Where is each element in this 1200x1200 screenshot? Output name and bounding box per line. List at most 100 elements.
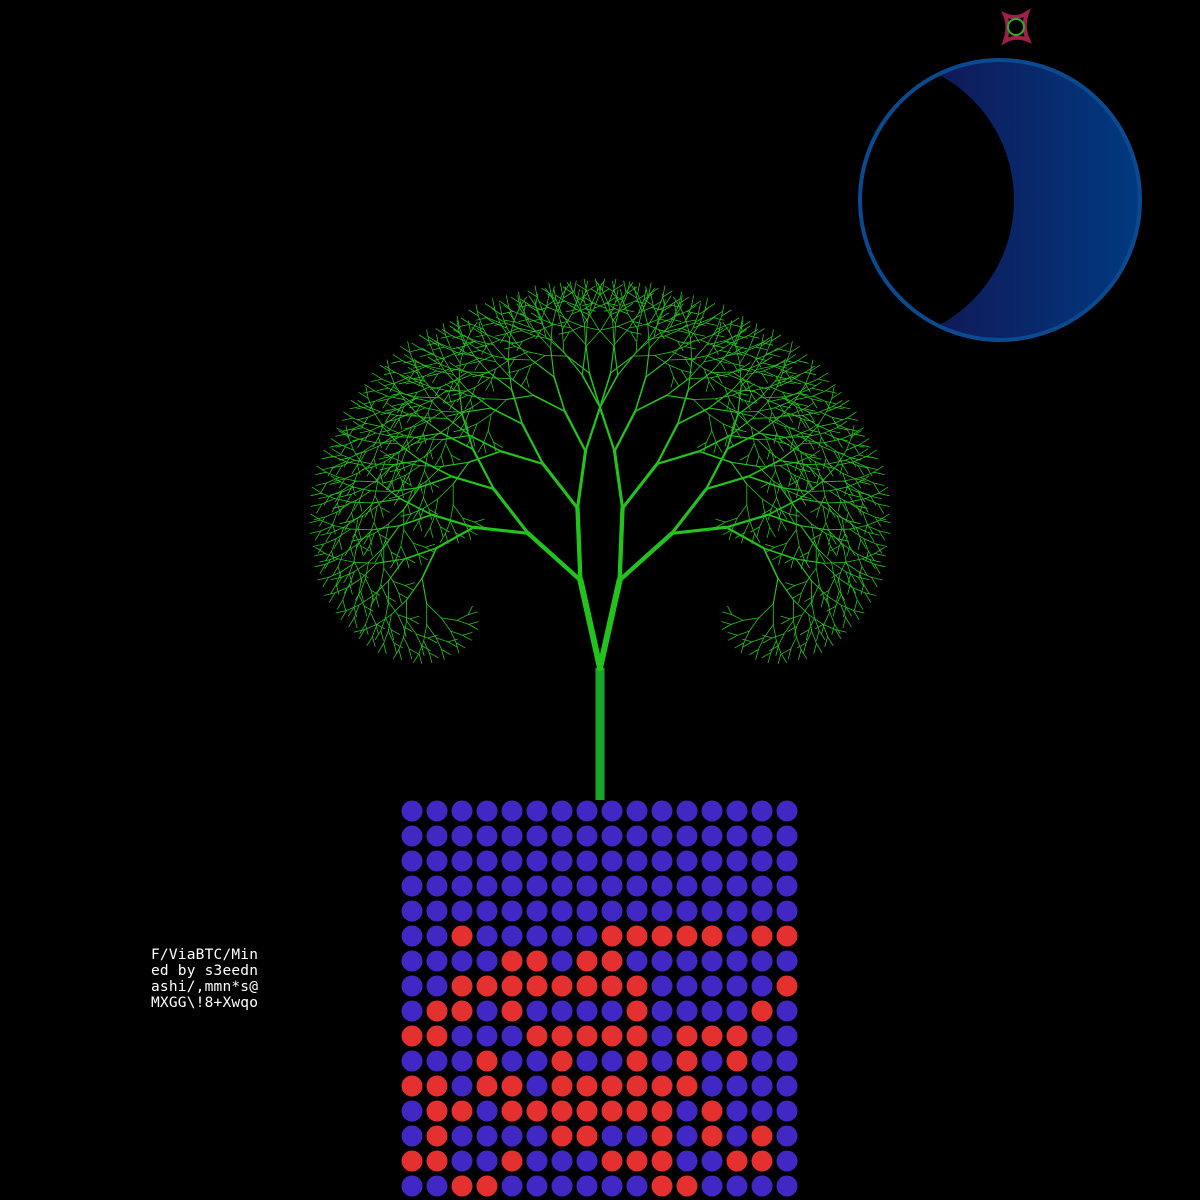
- tree-branch: [375, 596, 380, 608]
- tree-branch: [703, 368, 718, 375]
- tree-branch: [697, 308, 708, 316]
- tree-branch: [584, 285, 596, 293]
- tree-branch: [610, 355, 634, 374]
- tree-branch: [788, 475, 792, 487]
- tree-branch: [380, 552, 384, 564]
- tree-branch: [380, 440, 392, 444]
- tree-branch: [647, 335, 666, 341]
- tree-branch: [808, 614, 824, 625]
- tree-branch: [525, 376, 530, 388]
- tree-branch: [400, 392, 419, 398]
- tree-branch: [490, 380, 495, 392]
- tree-branch: [356, 406, 368, 410]
- tree-branch: [401, 392, 416, 399]
- tree-branch: [585, 344, 590, 374]
- dot-blue: [401, 900, 423, 922]
- tree-branch: [535, 293, 539, 306]
- tree-branch: [393, 495, 401, 506]
- tree-branch: [337, 505, 345, 516]
- tree-branch: [684, 339, 695, 347]
- tree-branch: [866, 466, 878, 470]
- tree-branch: [753, 442, 760, 457]
- tree-branch: [733, 352, 745, 356]
- dot-red: [726, 1050, 748, 1072]
- dot-blue: [676, 1100, 698, 1122]
- dot-blue: [776, 1175, 798, 1197]
- tree-branch: [749, 362, 763, 369]
- tree-branch: [518, 318, 530, 322]
- tree-branch: [445, 442, 452, 456]
- tree-branch: [776, 497, 782, 511]
- tree-branch: [511, 340, 523, 345]
- tree-branch: [442, 393, 450, 404]
- tree-branch: [767, 513, 802, 527]
- tree-branch: [655, 450, 701, 466]
- tree-branch: [630, 314, 641, 322]
- tree-branch: [860, 477, 874, 484]
- tree-branch: [483, 322, 495, 326]
- tree-branch: [613, 327, 630, 346]
- tree-branch: [370, 596, 377, 607]
- tree-branch: [403, 636, 410, 650]
- tree-branch: [330, 576, 343, 580]
- tree-branch: [341, 454, 355, 461]
- tree-branch: [637, 293, 644, 309]
- tree-branch: [718, 321, 722, 334]
- tree-branch: [729, 323, 741, 327]
- tree-branch: [727, 605, 733, 616]
- dot-red: [426, 1025, 448, 1047]
- tree-branch: [728, 634, 738, 641]
- tree-branch: [426, 373, 439, 377]
- tree-branch: [677, 340, 684, 351]
- tree-branch: [459, 344, 466, 364]
- tree-branch: [449, 520, 457, 534]
- tree-branch: [858, 454, 870, 458]
- tree-branch: [499, 322, 511, 339]
- tree-branch: [405, 557, 416, 564]
- dot-red: [676, 925, 698, 947]
- tree-branch: [763, 624, 774, 639]
- tree-branch: [812, 395, 826, 402]
- dot-blue: [576, 1175, 598, 1197]
- tree-branch: [818, 630, 826, 640]
- tree-branch: [789, 502, 793, 514]
- tree-branch: [427, 634, 438, 639]
- tree-branch: [768, 411, 773, 423]
- tree-branch: [622, 309, 635, 313]
- tree-branch: [850, 457, 862, 461]
- tree-branch: [551, 297, 559, 312]
- tree-branch: [863, 584, 870, 594]
- tree-branch: [486, 334, 501, 341]
- dot-red: [676, 1050, 698, 1072]
- inscription-text: F/ViaBTC/Min ed by s3eedn ashi/,mmn*s@ MXGG…: [151, 947, 258, 1011]
- tree-branch: [739, 379, 752, 383]
- tree-branch: [388, 601, 399, 616]
- tree-branch: [831, 386, 835, 399]
- tree-branch: [393, 432, 400, 443]
- tree-branch: [343, 573, 350, 583]
- tree-branch: [777, 441, 789, 445]
- dot-red: [476, 1075, 498, 1097]
- tree-branch: [420, 353, 432, 357]
- tree-branch: [868, 532, 875, 543]
- tree-branch: [868, 550, 875, 561]
- dot-red: [576, 1075, 598, 1097]
- tree-branch: [849, 520, 856, 531]
- tree-branch: [360, 545, 364, 557]
- dot-blue: [701, 900, 723, 922]
- tree-branch: [573, 291, 581, 307]
- dot-red: [751, 925, 773, 947]
- tree-branch: [378, 437, 382, 448]
- tree-branch: [439, 526, 444, 538]
- dot-blue: [651, 1025, 673, 1047]
- tree-branch: [523, 313, 530, 328]
- tree-branch: [518, 327, 536, 333]
- tree-branch: [465, 352, 480, 359]
- tree-branch: [550, 347, 555, 378]
- tree-branch: [793, 474, 800, 489]
- tree-branch: [475, 334, 488, 338]
- dot-blue: [451, 800, 473, 822]
- tree-branch: [775, 640, 782, 654]
- tree-branch: [829, 507, 836, 518]
- tree-branch: [836, 427, 849, 431]
